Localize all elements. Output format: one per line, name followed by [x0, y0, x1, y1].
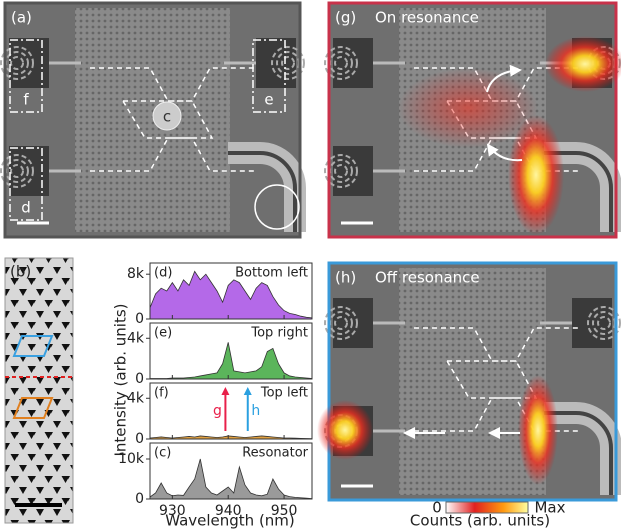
panel-label: (c)	[154, 446, 171, 461]
colorbar: 0 Max Counts (arb. units)	[410, 499, 566, 529]
spectrum-area	[150, 342, 312, 379]
photonic-crystal	[75, 8, 230, 232]
x-tick-label: 950	[271, 503, 298, 519]
y-tick-label: 0	[135, 371, 144, 387]
spectrum-panel: 0 8k (d) Bottom left	[127, 263, 312, 327]
spectrum-area	[150, 459, 312, 499]
device-label: f	[23, 91, 29, 109]
y-tick-label: 8k	[127, 266, 145, 282]
y-tick-label: 10k	[118, 451, 145, 467]
panel-b: (b)	[5, 258, 73, 523]
x-tick-label: 930	[159, 503, 186, 519]
annotation-arrowhead	[244, 387, 252, 395]
micrograph: (h) Off resonance	[317, 263, 620, 500]
figure: c f e d (a) (g) On resonance (h) Off resonance (…	[0, 0, 621, 529]
panel-label: (d)	[154, 266, 172, 281]
heat-spot	[508, 115, 564, 235]
y-axis-label: Intensity (arb. units)	[112, 303, 130, 456]
panel-label: (f)	[154, 386, 169, 401]
panel-title: Resonator	[242, 446, 308, 461]
panel-title: Top left	[260, 386, 308, 401]
spectrum-panel: 0 10k 930 940 950 (c) Resonator	[118, 443, 312, 519]
annotation-label: h	[251, 403, 260, 419]
y-tick-label: 0	[135, 491, 144, 507]
y-tick-label: 4k	[127, 390, 145, 406]
heat-spot	[518, 375, 558, 485]
x-tick-label: 940	[215, 503, 242, 519]
panel-label: (h)	[335, 269, 356, 287]
device-label: e	[264, 91, 273, 109]
annotation-arrowhead	[221, 387, 229, 395]
y-tick-label: 4k	[127, 330, 145, 346]
panel-title: Off resonance	[375, 269, 480, 287]
device-label: c	[163, 108, 171, 126]
spectrum-panel: 0 4k (e) Top right	[127, 323, 312, 387]
page: c f e d (a) (g) On resonance (h) Off resonance (…	[0, 0, 621, 529]
y-tick-label: 0	[135, 311, 144, 327]
spectrum-panel: 0 4k (f) Top left g h	[127, 383, 312, 447]
device-label: d	[21, 199, 31, 217]
panel-label: (g)	[335, 9, 356, 27]
sem-image	[5, 258, 73, 523]
panel-title: Bottom left	[235, 266, 308, 281]
panel-label: (a)	[11, 9, 32, 27]
panel-title: On resonance	[375, 9, 479, 27]
heat-spot	[317, 400, 373, 460]
panel-title: Top right	[250, 326, 308, 341]
spectra: Intensity (arb. units) Wavelength (nm) 0…	[112, 263, 313, 529]
y-tick-label: 0	[135, 431, 144, 447]
micrographs: c f e d (a) (g) On resonance (h) Off resonance	[1, 3, 621, 500]
panel-label: (b)	[10, 263, 31, 281]
colorbar-label: Counts (arb. units)	[410, 512, 550, 529]
panel-label: (e)	[154, 326, 172, 341]
micrograph: c f e d (a)	[1, 3, 304, 237]
micrograph: (g) On resonance	[325, 3, 621, 237]
annotation-label: g	[213, 403, 222, 419]
